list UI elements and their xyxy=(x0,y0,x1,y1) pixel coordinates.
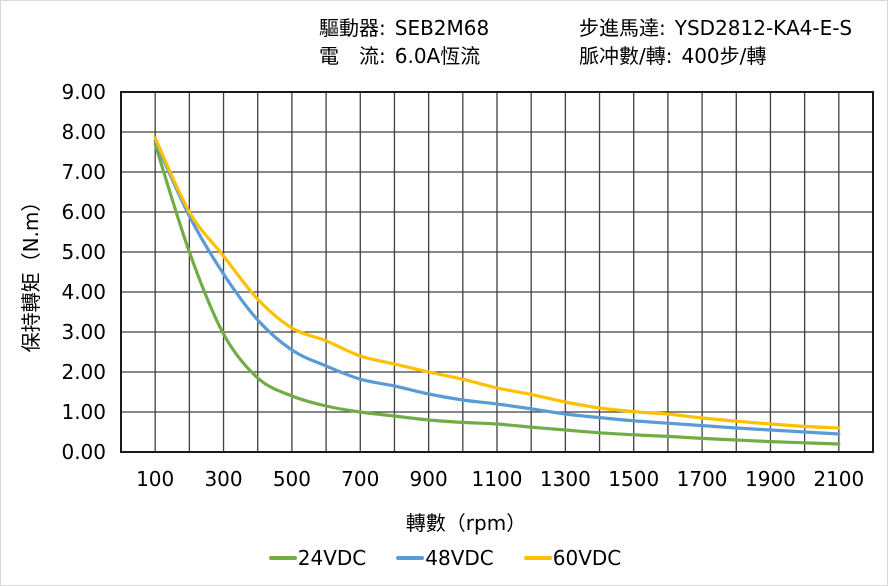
header-left: 驅動器: SEB2M68 電 流: 6.0A恆流 xyxy=(319,14,489,70)
legend-item-24vdc: 24VDC xyxy=(268,546,367,570)
driver-label: 驅動器: xyxy=(319,16,386,40)
curve-24vdc xyxy=(153,142,841,446)
legend-label: 24VDC xyxy=(297,546,367,570)
legend-label: 60VDC xyxy=(552,546,622,570)
y-tick-label: 9.00 xyxy=(61,80,106,104)
current-label: 電 流: xyxy=(319,44,386,68)
driver-row: 驅動器: SEB2M68 xyxy=(319,14,489,42)
y-tick-label: 8.00 xyxy=(61,120,106,144)
pulses-row: 脈冲數/轉: 400步/轉 xyxy=(579,42,852,70)
y-tick-label: 2.00 xyxy=(61,360,106,384)
x-tick-label: 1100 xyxy=(471,467,523,491)
x-tick-label: 1700 xyxy=(676,467,728,491)
legend-item-60vdc: 60VDC xyxy=(523,546,622,570)
legend-item-48vdc: 48VDC xyxy=(396,546,494,570)
pulses-value: 400步/轉 xyxy=(681,44,767,68)
motor-value: YSD2812-KA4-E-S xyxy=(674,16,853,40)
legend-label: 48VDC xyxy=(425,546,494,570)
y-tick-label: 1.00 xyxy=(61,400,106,424)
curve-48vdc xyxy=(153,139,841,436)
x-axis-title: 轉數（rpm） xyxy=(405,511,527,535)
y-tick-label: 0.00 xyxy=(61,440,106,464)
plot-frame xyxy=(120,91,874,453)
x-tick-label: 2100 xyxy=(813,467,865,491)
driver-value: SEB2M68 xyxy=(394,16,490,40)
x-tick-label: 300 xyxy=(204,467,243,491)
current-row: 電 流: 6.0A恆流 xyxy=(319,42,489,70)
x-tick-label: 900 xyxy=(409,467,448,491)
legend-swatch-24vdc xyxy=(268,556,297,560)
x-tick-label: 100 xyxy=(136,467,175,491)
y-tick-label: 6.00 xyxy=(61,200,106,224)
legend-swatch-48vdc xyxy=(396,556,425,560)
y-tick-label: 4.00 xyxy=(61,280,106,304)
x-tick-label: 1300 xyxy=(539,467,591,491)
pulses-label: 脈冲數/轉: xyxy=(579,44,673,68)
legend: 24VDC 48VDC 60VDC xyxy=(1,544,887,572)
legend-swatch-60vdc xyxy=(523,556,552,560)
motor-label: 步進馬達: xyxy=(579,16,666,40)
y-tick-label: 5.00 xyxy=(61,240,106,264)
y-tick-label: 3.00 xyxy=(61,320,106,344)
current-value: 6.0A恆流 xyxy=(394,44,481,68)
curve-60vdc xyxy=(153,136,841,430)
header-right: 步進馬達: YSD2812-KA4-E-S 脈冲數/轉: 400步/轉 xyxy=(579,14,852,70)
motor-row: 步進馬達: YSD2812-KA4-E-S xyxy=(579,14,852,42)
x-tick-label: 700 xyxy=(341,467,380,491)
x-tick-label: 1500 xyxy=(608,467,660,491)
x-tick-label: 500 xyxy=(272,467,311,491)
y-tick-label: 7.00 xyxy=(61,160,106,184)
x-tick-label: 1900 xyxy=(745,467,796,491)
